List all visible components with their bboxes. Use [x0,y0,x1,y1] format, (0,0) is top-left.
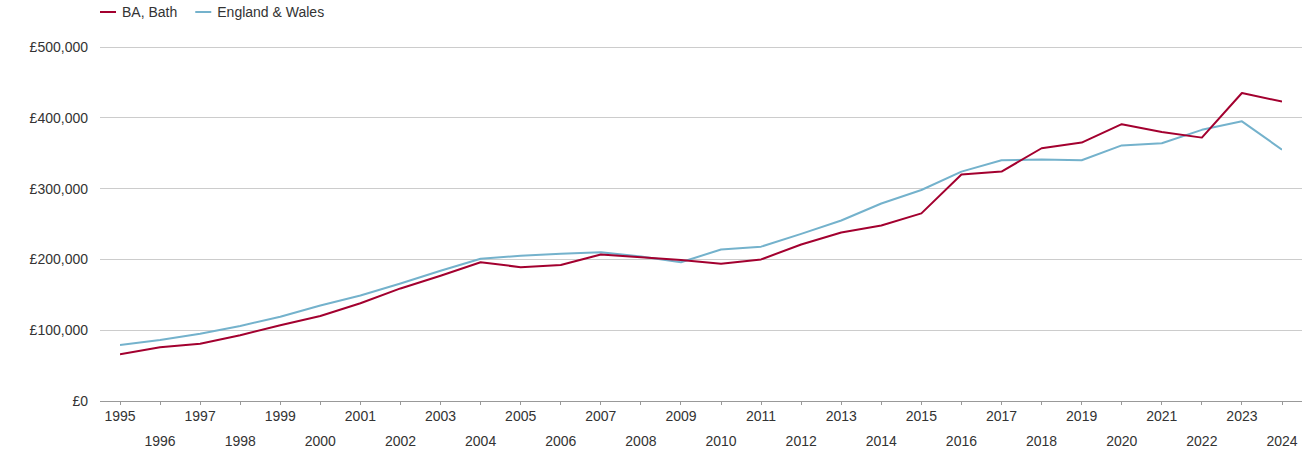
x-tick-label: 2022 [1186,433,1217,449]
grid-line [100,117,1302,118]
y-tick-label: £300,000 [30,181,89,197]
x-tick [841,401,842,405]
legend-label: BA, Bath [122,4,177,20]
x-tick [1201,401,1202,405]
grid-line [100,47,1302,48]
x-tick [600,401,601,405]
legend-swatch [195,11,211,13]
x-tick [160,401,161,405]
x-tick-label: 2003 [425,408,456,424]
x-tick-label: 2023 [1226,408,1257,424]
legend-swatch [100,11,116,13]
x-tick [360,401,361,405]
x-tick [801,401,802,405]
x-tick [921,401,922,405]
x-tick [1121,401,1122,405]
x-tick-label: 2010 [705,433,736,449]
plot-area [120,93,1282,354]
x-tick [120,401,121,405]
x-tick [1041,401,1042,405]
x-tick [680,401,681,405]
y-tick-label: £200,000 [30,251,89,267]
x-tick-label: 2011 [746,408,776,424]
grid-line [100,259,1302,260]
x-tick [480,401,481,405]
x-tick-label: 1997 [185,408,216,424]
x-tick [240,401,241,405]
x-tick [961,401,962,405]
x-tick-label: 1998 [225,433,256,449]
x-tick [1282,401,1283,405]
x-tick [761,401,762,405]
x-tick-label: 2017 [986,408,1017,424]
x-tick-label: 2005 [505,408,536,424]
x-tick-label: 2000 [305,433,336,449]
x-tick [1081,401,1082,405]
x-tick-label: 2020 [1106,433,1137,449]
grid-line [100,330,1302,331]
x-tick-label: 2015 [906,408,937,424]
x-tick [400,401,401,405]
x-tick [1161,401,1162,405]
series-line [120,121,1282,345]
x-tick [200,401,201,405]
y-tick-label: £100,000 [30,322,89,338]
x-tick-label: 2021 [1146,408,1177,424]
chart: £0 £100,000 £200,000 £300,000 £400,000 £500,0… [0,0,1305,450]
x-tick-label: 2006 [545,433,576,449]
x-tick-label: 2004 [465,433,496,449]
y-tick-label: £500,000 [30,39,89,55]
x-tick-label: 2001 [345,408,376,424]
x-tick [640,401,641,405]
legend-label: England & Wales [217,4,324,20]
grid-line [100,188,1302,189]
x-tick [1241,401,1242,405]
x-tick-label: 2024 [1266,433,1297,449]
x-tick [280,401,281,405]
x-tick-label: 1999 [265,408,296,424]
x-tick-label: 2002 [385,433,416,449]
x-tick [881,401,882,405]
x-tick-label: 2013 [826,408,857,424]
y-tick-label: £0 [72,393,88,409]
x-tick-label: 1996 [144,433,175,449]
x-tick [320,401,321,405]
x-tick-label: 2014 [866,433,897,449]
x-tick-label: 2009 [665,408,696,424]
x-tick [440,401,441,405]
y-tick-label: £400,000 [30,110,89,126]
x-tick [560,401,561,405]
x-tick-label: 2012 [786,433,817,449]
x-tick-label: 2007 [585,408,616,424]
series-line [120,93,1282,354]
x-tick-label: 2016 [946,433,977,449]
x-tick-label: 1995 [104,408,135,424]
x-tick-label: 2019 [1066,408,1097,424]
x-tick [1001,401,1002,405]
x-tick-label: 2018 [1026,433,1057,449]
x-tick [721,401,722,405]
x-tick-label: 2008 [625,433,656,449]
x-tick [520,401,521,405]
